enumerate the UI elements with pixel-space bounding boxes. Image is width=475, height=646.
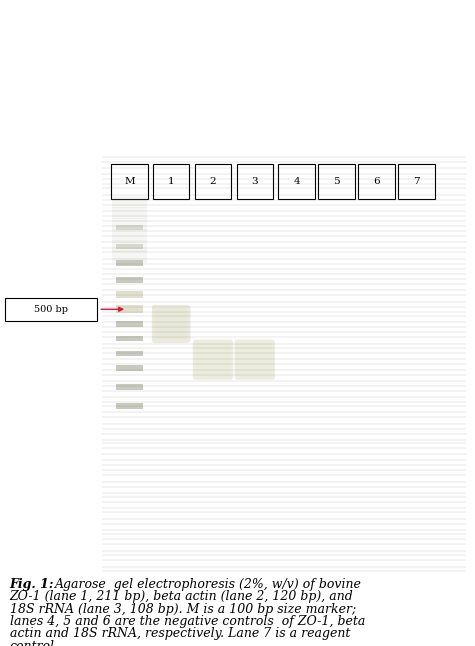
FancyBboxPatch shape (238, 343, 272, 377)
Bar (5, 298, 97, 321)
FancyBboxPatch shape (193, 340, 233, 380)
Bar (195, 163, 231, 199)
Text: M: M (124, 177, 135, 186)
Text: lanes 4, 5 and 6 are the negative controls  of ZO-1, beta: lanes 4, 5 and 6 are the negative contro… (10, 615, 365, 628)
Bar (112, 207, 147, 220)
Text: 7: 7 (413, 177, 420, 186)
Bar (116, 351, 143, 356)
Text: 5: 5 (333, 177, 340, 186)
Text: Fig. 1:: Fig. 1: (10, 578, 54, 591)
Text: 1: 1 (168, 177, 174, 186)
Bar (153, 163, 190, 199)
FancyBboxPatch shape (155, 308, 188, 340)
Bar (116, 291, 143, 298)
Text: control.: control. (10, 640, 58, 646)
Text: 500 bp: 500 bp (34, 305, 68, 314)
Bar (116, 244, 143, 249)
Bar (112, 251, 147, 263)
FancyBboxPatch shape (198, 346, 228, 373)
Bar (237, 163, 273, 199)
Bar (116, 336, 143, 341)
Text: actin and 18S rRNA, respectively. Lane 7 is a reagent: actin and 18S rRNA, respectively. Lane 7… (10, 627, 350, 640)
Text: 18S rRNA (lane 3, 108 bp). M is a 100 bp size marker;: 18S rRNA (lane 3, 108 bp). M is a 100 bp… (10, 603, 356, 616)
Text: 2: 2 (209, 177, 216, 186)
FancyBboxPatch shape (157, 311, 185, 337)
Text: ZO-1 (lane 1, 211 bp), beta actin (lane 2, 120 bp), and: ZO-1 (lane 1, 211 bp), beta actin (lane … (10, 590, 353, 603)
Bar (116, 321, 143, 327)
Text: 3: 3 (251, 177, 258, 186)
FancyBboxPatch shape (235, 340, 275, 380)
FancyBboxPatch shape (152, 305, 190, 343)
Bar (112, 218, 147, 231)
Bar (116, 277, 143, 282)
Bar (116, 225, 143, 230)
Bar (116, 403, 143, 408)
Bar (112, 240, 147, 252)
Text: 4: 4 (293, 177, 300, 186)
Bar (112, 196, 147, 209)
Bar (112, 229, 147, 241)
Text: Agarose  gel electrophoresis (2%, w/v) of bovine: Agarose gel electrophoresis (2%, w/v) of… (55, 578, 362, 591)
Bar (111, 163, 148, 199)
Bar (116, 366, 143, 371)
Bar (116, 260, 143, 266)
FancyBboxPatch shape (196, 343, 230, 377)
Bar (116, 306, 143, 313)
Bar (116, 384, 143, 390)
FancyBboxPatch shape (240, 346, 269, 373)
Bar (278, 163, 315, 199)
Bar (398, 163, 435, 199)
Bar (358, 163, 395, 199)
Bar (318, 163, 355, 199)
Text: 6: 6 (373, 177, 380, 186)
